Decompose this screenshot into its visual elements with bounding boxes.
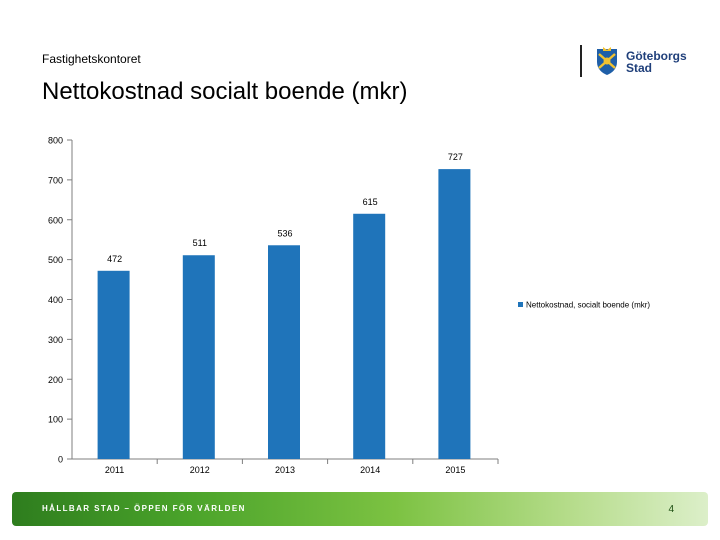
x-tick-label: 2013 [275, 465, 295, 475]
data-label: 615 [363, 197, 378, 207]
bar [182, 255, 215, 459]
goteborgs-stad-logo: Göteborgs Stad [580, 44, 690, 80]
y-tick-label: 300 [48, 335, 63, 345]
bar [438, 169, 471, 459]
data-label: 536 [277, 228, 292, 238]
data-label: 472 [107, 254, 122, 264]
logo-text-line1: Göteborgs [626, 49, 687, 63]
department-label: Fastighetskontoret [42, 52, 141, 66]
y-tick-label: 400 [48, 295, 63, 305]
y-tick-label: 0 [58, 455, 63, 465]
legend-swatch [518, 302, 523, 307]
footer-slogan: HÅLLBAR STAD – ÖPPEN FÖR VÄRLDEN [42, 504, 246, 513]
y-tick-label: 500 [48, 255, 63, 265]
logo-text-line2: Stad [626, 61, 653, 75]
data-label: 727 [448, 152, 463, 162]
logo-divider [580, 45, 582, 77]
bar-chart: 0 100 200 300 400 500 600 700 800 2011 472 2012 511 2… [48, 136, 650, 476]
x-tick-label: 2014 [360, 465, 380, 475]
slide-title: Nettokostnad socialt boende (mkr) [42, 78, 408, 105]
data-label: 511 [193, 238, 207, 248]
y-tick-label: 600 [48, 215, 63, 225]
footer-banner: HÅLLBAR STAD – ÖPPEN FÖR VÄRLDEN 4 [12, 492, 708, 526]
bar [97, 270, 130, 459]
x-tick-label: 2012 [190, 465, 210, 475]
logo-wordmark: Göteborgs Stad [626, 50, 687, 74]
bar [353, 213, 386, 459]
legend-label: Nettokostnad, socialt boende (mkr) [526, 301, 650, 310]
coat-of-arms-icon [597, 47, 617, 75]
x-tick-label: 2015 [445, 465, 465, 475]
page-number: 4 [668, 504, 674, 515]
x-tick-label: 2011 [105, 465, 124, 475]
y-tick-label: 800 [48, 136, 63, 146]
y-tick-label: 700 [48, 175, 63, 185]
y-tick-label: 200 [48, 375, 63, 385]
y-tick-label: 100 [48, 415, 63, 425]
bar [268, 245, 300, 459]
